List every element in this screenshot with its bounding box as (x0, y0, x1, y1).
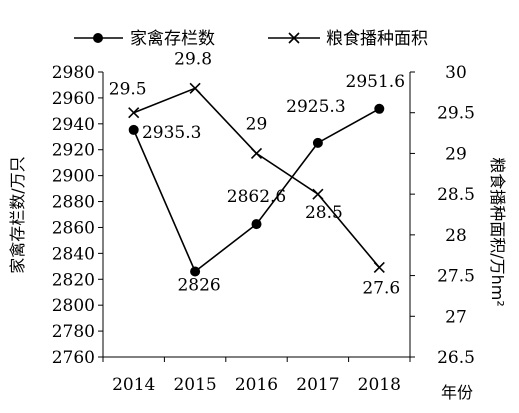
series-0-data-label: 2935.3 (142, 123, 201, 143)
series-0-data-label: 2862.6 (227, 187, 286, 207)
series-0-point (374, 103, 385, 114)
right-y-tick-label: 30 (445, 63, 467, 83)
right-y-tick-label: 28 (445, 226, 467, 246)
left-y-tick-label: 2900 (52, 167, 95, 187)
legend-marker-1 (288, 32, 300, 44)
left-y-tick-label: 2760 (52, 348, 95, 368)
left-y-tick-label: 2820 (52, 270, 95, 290)
left-y-tick-label: 2880 (52, 193, 95, 213)
right-y-axis-title: 粮食播种面积/万hm² (488, 157, 507, 307)
series-1-data-label: 28.5 (305, 203, 343, 223)
series-1-data-label: 29.5 (109, 80, 147, 100)
legend-label-0: 家禽存栏数 (130, 29, 215, 49)
x-axis-title: 年份 (441, 383, 473, 402)
x-tick-label: 2016 (235, 375, 278, 395)
series-0-point (128, 124, 139, 135)
right-y-tick-label: 27.5 (437, 267, 475, 287)
series-1-point (312, 188, 324, 200)
legend: 家禽存栏数 粮食播种面积 (74, 29, 428, 49)
left-y-tick-label: 2840 (52, 244, 95, 264)
left-y-tick-label: 2920 (52, 141, 95, 161)
series-1-data-label: 29 (246, 114, 268, 134)
series-1-point (128, 107, 140, 119)
series-1-data-label: 27.6 (362, 278, 400, 298)
series-0-data-label: 2826 (177, 276, 220, 296)
right-y-tick-label: 29.5 (437, 104, 475, 124)
axes (98, 71, 415, 362)
x-tick-label: 2018 (358, 375, 401, 395)
left-y-tick-label: 2940 (52, 115, 95, 135)
left-y-tick-label: 2960 (52, 89, 95, 109)
left-y-tick-label: 2860 (52, 218, 95, 238)
left-y-tick-label: 2800 (52, 296, 95, 316)
legend-marker-0 (93, 33, 103, 43)
series-0-point (251, 219, 262, 230)
series-1-point (189, 82, 201, 94)
right-y-tick-label: 28.5 (437, 185, 475, 205)
legend-label-1: 粮食播种面积 (326, 29, 428, 49)
series-1-point (250, 147, 263, 159)
axis-titles: 年份 家禽存栏数/万只 粮食播种面积/万hm² (8, 156, 507, 402)
series-0-data-label: 2951.6 (346, 72, 405, 92)
left-y-tick-label: 2780 (52, 322, 95, 342)
series-1-data-label: 29.8 (174, 49, 212, 69)
x-tick-label: 2017 (296, 375, 339, 395)
right-y-tick-label: 27 (445, 307, 467, 327)
tick-labels: 2760 2780 2800 2820 2840 2860 2880 2900 2920 2940… (52, 63, 475, 395)
series-1-point (373, 261, 385, 273)
x-tick-label: 2014 (112, 375, 155, 395)
right-y-tick-label: 26.5 (437, 348, 475, 368)
left-y-tick-label: 2980 (52, 63, 95, 83)
series-0-point (190, 266, 201, 277)
series-0-data-label: 2925.3 (286, 97, 345, 117)
series-0-point (312, 137, 323, 148)
left-y-axis-title: 家禽存栏数/万只 (8, 156, 27, 273)
right-y-tick-label: 29 (445, 144, 467, 164)
x-tick-label: 2015 (173, 375, 216, 395)
